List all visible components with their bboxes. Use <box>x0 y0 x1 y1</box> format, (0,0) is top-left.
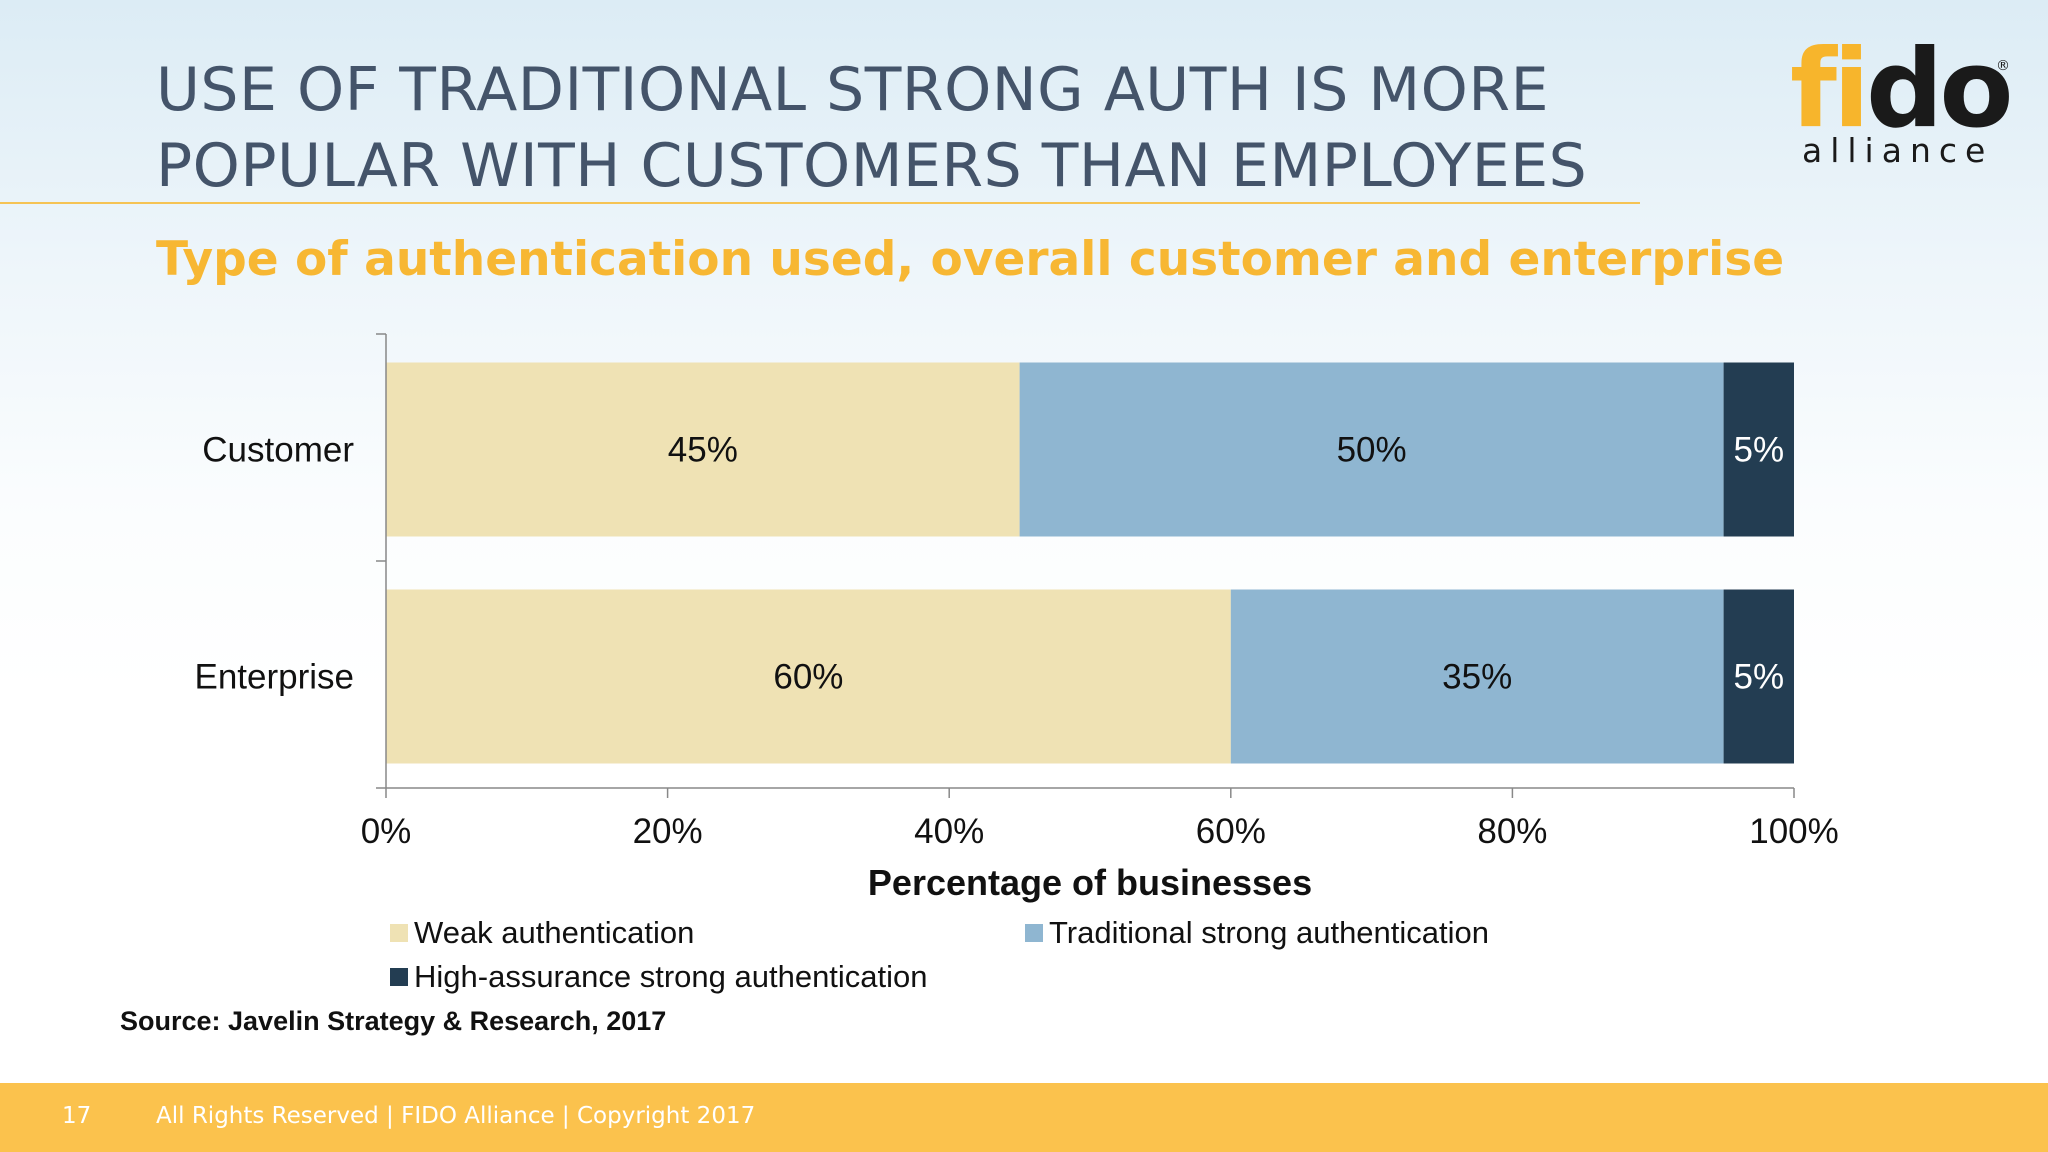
logo-letter: d <box>1866 36 1939 152</box>
bar-segment <box>1019 362 1724 537</box>
axis-layer: Customer Enterprise 0% 20% 40% 60% 80% 100% Perc… <box>194 333 1839 903</box>
title-divider <box>0 202 1640 204</box>
legend-label: Traditional strong authentication <box>1049 915 1490 950</box>
data-label: 45% <box>668 431 738 470</box>
legend-entry: Traditional strong authentication <box>1025 913 1489 953</box>
bar-segment <box>386 362 1020 537</box>
x-tick-label: 100% <box>1749 812 1839 851</box>
bar-segment <box>1723 589 1794 764</box>
logo-subtext: alliance <box>1802 131 1993 170</box>
bars-layer: 45% 50% 5% 60% 35% 5% <box>386 362 1794 764</box>
legend-entry: High-assurance strong authentication <box>390 957 928 997</box>
bar-segment <box>386 589 1231 764</box>
x-axis-title: Percentage of businesses <box>868 862 1312 903</box>
category-label: Enterprise <box>194 658 354 697</box>
legend-label: Weak authentication <box>414 915 695 950</box>
data-label: 5% <box>1734 658 1785 697</box>
footer-bar: 17 All Rights Reserved | FIDO Alliance |… <box>0 1083 2048 1152</box>
slide-title-line-1: USE OF TRADITIONAL STRONG AUTH IS MORE <box>156 55 1549 125</box>
logo-registered-mark: ® <box>1996 58 2010 74</box>
footer-copyright: All Rights Reserved | FIDO Alliance | Co… <box>156 1103 756 1129</box>
legend-swatch <box>390 968 408 986</box>
logo-wordmark: fido <box>1790 36 2010 152</box>
category-label: Customer <box>202 431 354 470</box>
data-label: 35% <box>1442 658 1512 697</box>
data-label: 60% <box>773 658 843 697</box>
page-number: 17 <box>62 1103 92 1129</box>
x-tick-label: 40% <box>914 812 984 851</box>
source-note: Source: Javelin Strategy & Research, 201… <box>120 1006 667 1036</box>
bar-segment <box>1230 589 1724 764</box>
legend-label: High-assurance strong authentication <box>414 959 928 994</box>
logo-letter: o <box>1939 36 2009 152</box>
x-tick-label: 60% <box>1196 812 1266 851</box>
x-tick-label: 0% <box>361 812 412 851</box>
slide-title-line-2: POPULAR WITH CUSTOMERS THAN EMPLOYEES <box>156 131 1588 201</box>
x-tick-label: 80% <box>1477 812 1547 851</box>
bar-segment <box>1723 362 1794 537</box>
data-label: 5% <box>1734 431 1785 470</box>
fido-alliance-logo: fido ® alliance <box>1790 36 2010 170</box>
x-tick-label: 20% <box>633 812 703 851</box>
slide-title: USE OF TRADITIONAL STRONG AUTH IS MORE P… <box>156 52 1587 204</box>
legend-swatch <box>390 924 408 942</box>
data-label: 50% <box>1337 431 1407 470</box>
slide-subtitle: Type of authentication used, overall cus… <box>156 232 1785 287</box>
logo-letter: i <box>1833 36 1866 152</box>
legend-entry: Weak authentication <box>390 913 694 953</box>
legend-swatch <box>1025 924 1043 942</box>
